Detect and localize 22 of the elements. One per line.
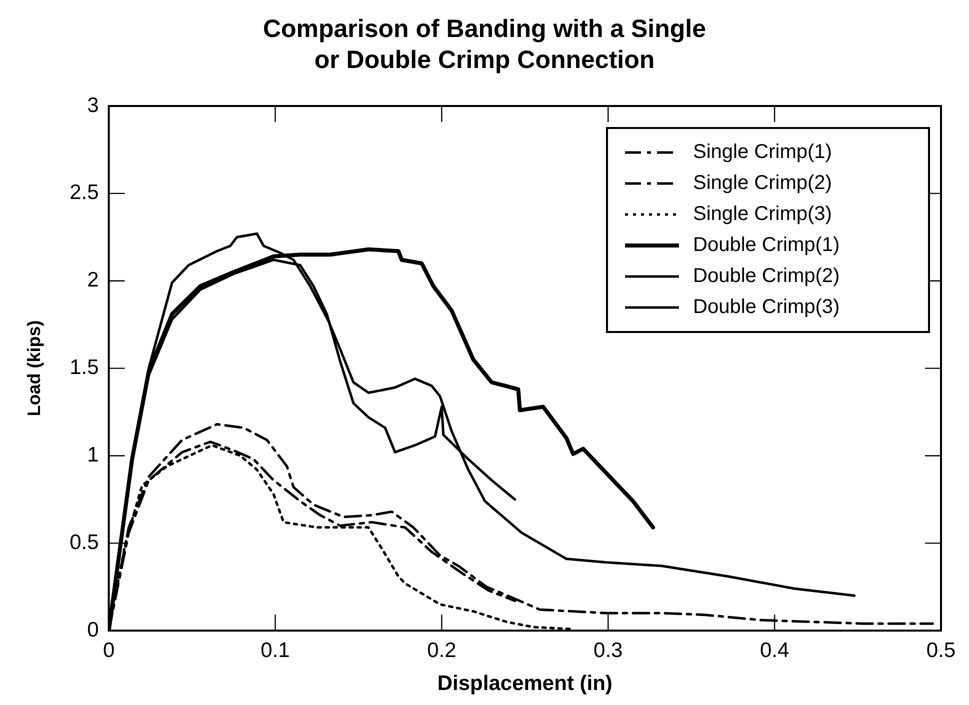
x-axis-title: Displacement (in) [437,672,612,696]
x-tick-label: 0.4 [760,638,790,662]
y-axis-title: Load (kips) [24,320,44,416]
chart-title: Comparison of Banding with a Single or Double Crimp Connection [262,14,708,76]
x-tick-label: 0.3 [594,638,623,662]
y-tick-label: 0.5 [70,530,99,554]
y-tick-label: 0 [87,618,99,642]
legend-label: Single Crimp(2) [693,172,832,194]
y-tick-label: 3 [87,94,99,117]
legend-label: Single Crimp(1) [693,141,832,164]
x-tick-label: 0.5 [926,638,956,662]
legend-label: Double Crimp(2) [693,265,840,288]
x-tick-label: 0.2 [427,638,456,662]
legend-label: Double Crimp(1) [693,234,840,256]
x-tick-label: 0.1 [260,638,290,662]
legend-label: Single Crimp(3) [693,203,832,226]
x-tick-label: 0 [102,638,115,662]
y-tick-label: 2 [87,268,99,292]
legend-label: Double Crimp(3) [693,296,840,318]
y-tick-label: 1 [87,444,99,467]
y-tick-label: 1.5 [70,356,99,380]
y-tick-label: 2.5 [70,181,99,204]
